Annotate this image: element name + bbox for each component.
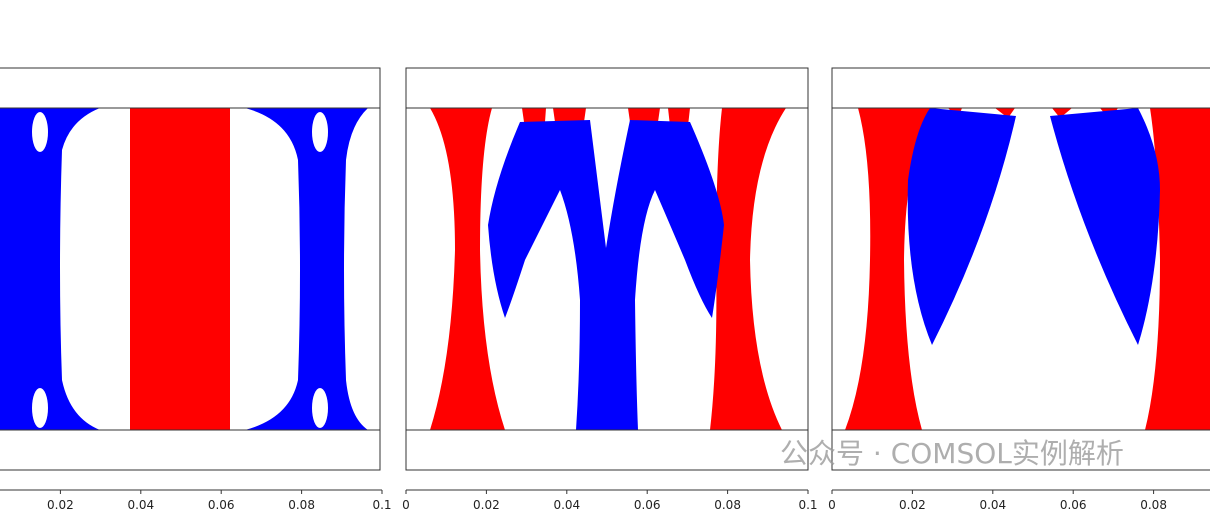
x-tick-label: 0.06 [1060, 498, 1087, 512]
x-tick-label: 0.1 [798, 498, 817, 512]
x-tick-label: 0 [402, 498, 410, 512]
x-tick-label: 0.06 [208, 498, 235, 512]
x-tick-label: 0.04 [553, 498, 580, 512]
x-tick-label: 0.04 [127, 498, 154, 512]
x-tick-label: 0 [828, 498, 836, 512]
x-tick-label: 0.02 [47, 498, 74, 512]
x-tick-label: 0.08 [288, 498, 315, 512]
watermark: 公众号 · COMSOL实例解析 [780, 437, 1124, 470]
x-tick-label: 0.04 [979, 498, 1006, 512]
panel-1-shapes [0, 67, 381, 471]
x-tick-label: 0.02 [473, 498, 500, 512]
panel-3-shapes [831, 67, 1210, 471]
x-tick-label: 0.1 [372, 498, 391, 512]
x-tick-label: 0.06 [634, 498, 661, 512]
panel-2-shapes [405, 67, 809, 471]
x-tick-label: 0.08 [714, 498, 741, 512]
x-tick-label: 0.08 [1140, 498, 1167, 512]
x-tick-label: 0.02 [899, 498, 926, 512]
